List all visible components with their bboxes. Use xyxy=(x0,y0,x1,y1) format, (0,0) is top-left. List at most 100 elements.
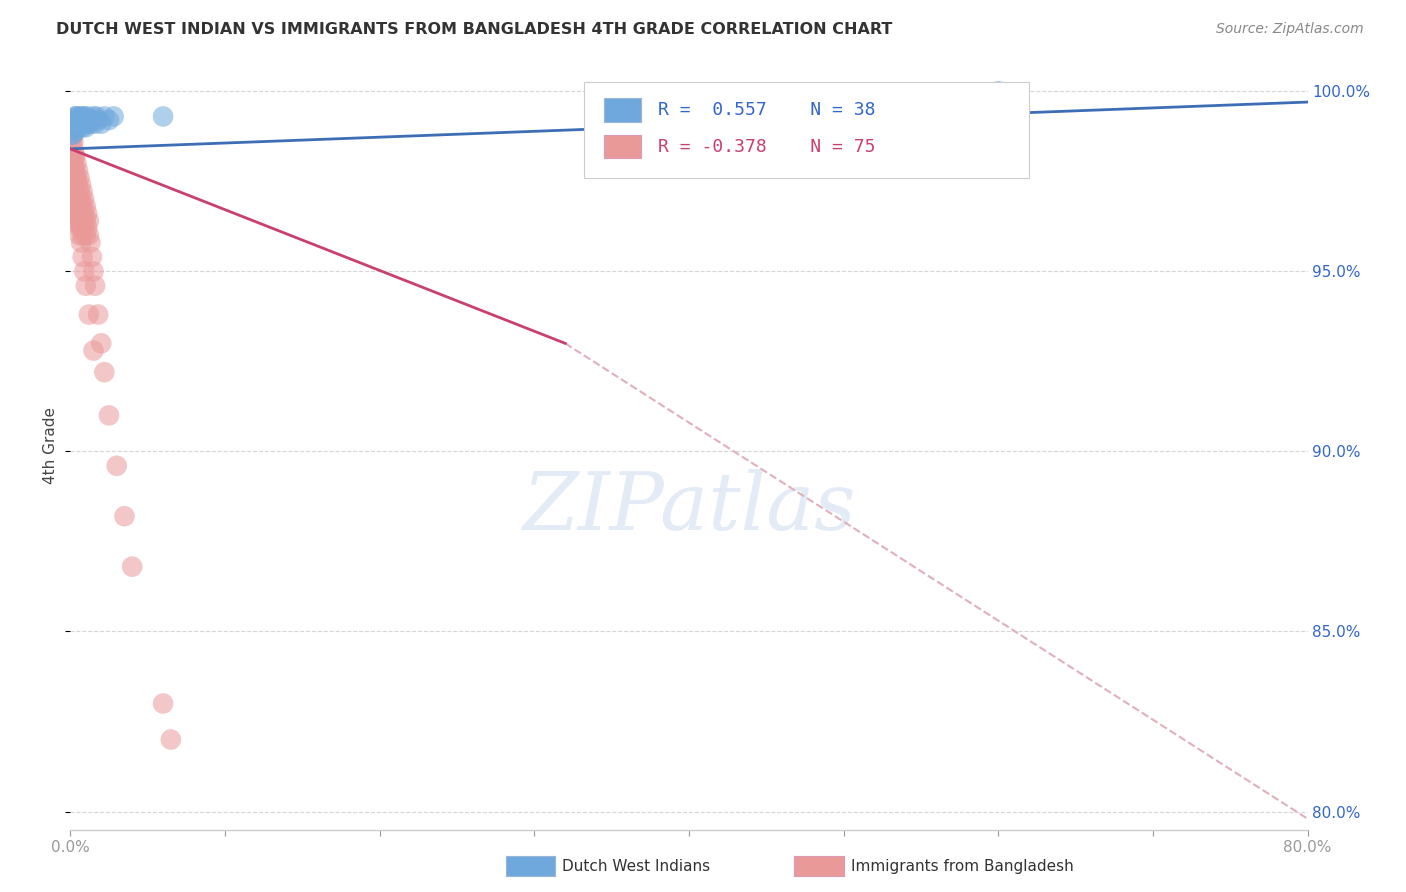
Point xyxy=(73,192,96,206)
Point xyxy=(60,156,83,170)
Point xyxy=(72,185,94,199)
Point xyxy=(98,409,120,423)
Point xyxy=(62,120,84,135)
Point xyxy=(70,117,93,131)
Point xyxy=(152,110,174,124)
Point xyxy=(69,221,91,235)
Point xyxy=(65,200,87,214)
Point xyxy=(67,178,90,192)
Point xyxy=(60,181,83,195)
Point xyxy=(62,156,84,170)
Point xyxy=(63,124,86,138)
Point xyxy=(103,110,125,124)
Point xyxy=(62,128,84,142)
Y-axis label: 4th Grade: 4th Grade xyxy=(44,408,59,484)
Point xyxy=(63,149,86,163)
Point xyxy=(73,110,96,124)
Point xyxy=(73,207,96,221)
Point xyxy=(69,170,91,185)
Point xyxy=(73,264,96,278)
Point xyxy=(63,192,86,206)
Point xyxy=(82,110,105,124)
Point xyxy=(67,207,90,221)
Text: R = -0.378    N = 75: R = -0.378 N = 75 xyxy=(658,138,876,156)
Point xyxy=(65,170,87,185)
Point xyxy=(75,228,97,243)
Point xyxy=(69,113,91,128)
Point xyxy=(65,120,87,135)
Point xyxy=(62,128,84,142)
Point xyxy=(69,228,91,243)
Point xyxy=(72,120,94,135)
Point xyxy=(65,178,87,192)
Point xyxy=(62,200,84,214)
Point xyxy=(84,117,107,131)
Point xyxy=(67,192,90,206)
Text: DUTCH WEST INDIAN VS IMMIGRANTS FROM BANGLADESH 4TH GRADE CORRELATION CHART: DUTCH WEST INDIAN VS IMMIGRANTS FROM BAN… xyxy=(56,22,893,37)
Point xyxy=(77,228,100,243)
Point xyxy=(62,214,84,228)
Point xyxy=(86,110,108,124)
Point xyxy=(60,167,83,181)
Point xyxy=(63,149,86,163)
Point xyxy=(72,214,94,228)
Point xyxy=(65,185,87,199)
Point xyxy=(79,117,101,131)
Point xyxy=(82,264,105,278)
Point xyxy=(65,156,87,170)
Point xyxy=(60,128,83,142)
Point xyxy=(67,110,90,124)
Text: Dutch West Indians: Dutch West Indians xyxy=(562,859,710,873)
Point xyxy=(76,221,98,235)
FancyBboxPatch shape xyxy=(603,136,641,158)
Text: Immigrants from Bangladesh: Immigrants from Bangladesh xyxy=(851,859,1073,873)
Point xyxy=(65,117,87,131)
Point xyxy=(63,207,86,221)
Point xyxy=(79,235,101,250)
Point xyxy=(75,214,97,228)
Point xyxy=(72,110,94,124)
Point xyxy=(75,278,97,293)
Point xyxy=(77,214,100,228)
Point xyxy=(87,113,110,128)
Point xyxy=(72,200,94,214)
Point xyxy=(63,178,86,192)
Point xyxy=(69,200,91,214)
Point xyxy=(62,142,84,156)
Point xyxy=(65,214,87,228)
Point xyxy=(75,200,97,214)
Point xyxy=(69,120,91,135)
Text: ZIPatlas: ZIPatlas xyxy=(522,468,856,546)
Point xyxy=(84,278,107,293)
Point xyxy=(76,207,98,221)
Point xyxy=(63,163,86,178)
Point xyxy=(72,250,94,264)
Point xyxy=(80,250,103,264)
Text: Source: ZipAtlas.com: Source: ZipAtlas.com xyxy=(1216,22,1364,37)
Point xyxy=(62,170,84,185)
Point xyxy=(62,135,84,149)
Point xyxy=(62,185,84,199)
Point xyxy=(77,308,100,322)
Point xyxy=(93,110,115,124)
Point xyxy=(70,192,93,206)
FancyBboxPatch shape xyxy=(583,81,1029,178)
Point xyxy=(93,365,115,379)
Point xyxy=(63,117,86,131)
Point xyxy=(987,84,1010,98)
Point xyxy=(69,214,91,228)
Point xyxy=(76,110,98,124)
Point xyxy=(76,117,98,131)
Point xyxy=(98,113,120,128)
Point xyxy=(63,163,86,178)
Point xyxy=(60,135,83,149)
Point xyxy=(87,308,110,322)
Point xyxy=(60,149,83,163)
Point xyxy=(90,336,112,351)
Point xyxy=(70,221,93,235)
Point xyxy=(75,113,97,128)
Point xyxy=(70,207,93,221)
Point xyxy=(67,207,90,221)
Point xyxy=(121,559,143,574)
Point xyxy=(63,110,86,124)
